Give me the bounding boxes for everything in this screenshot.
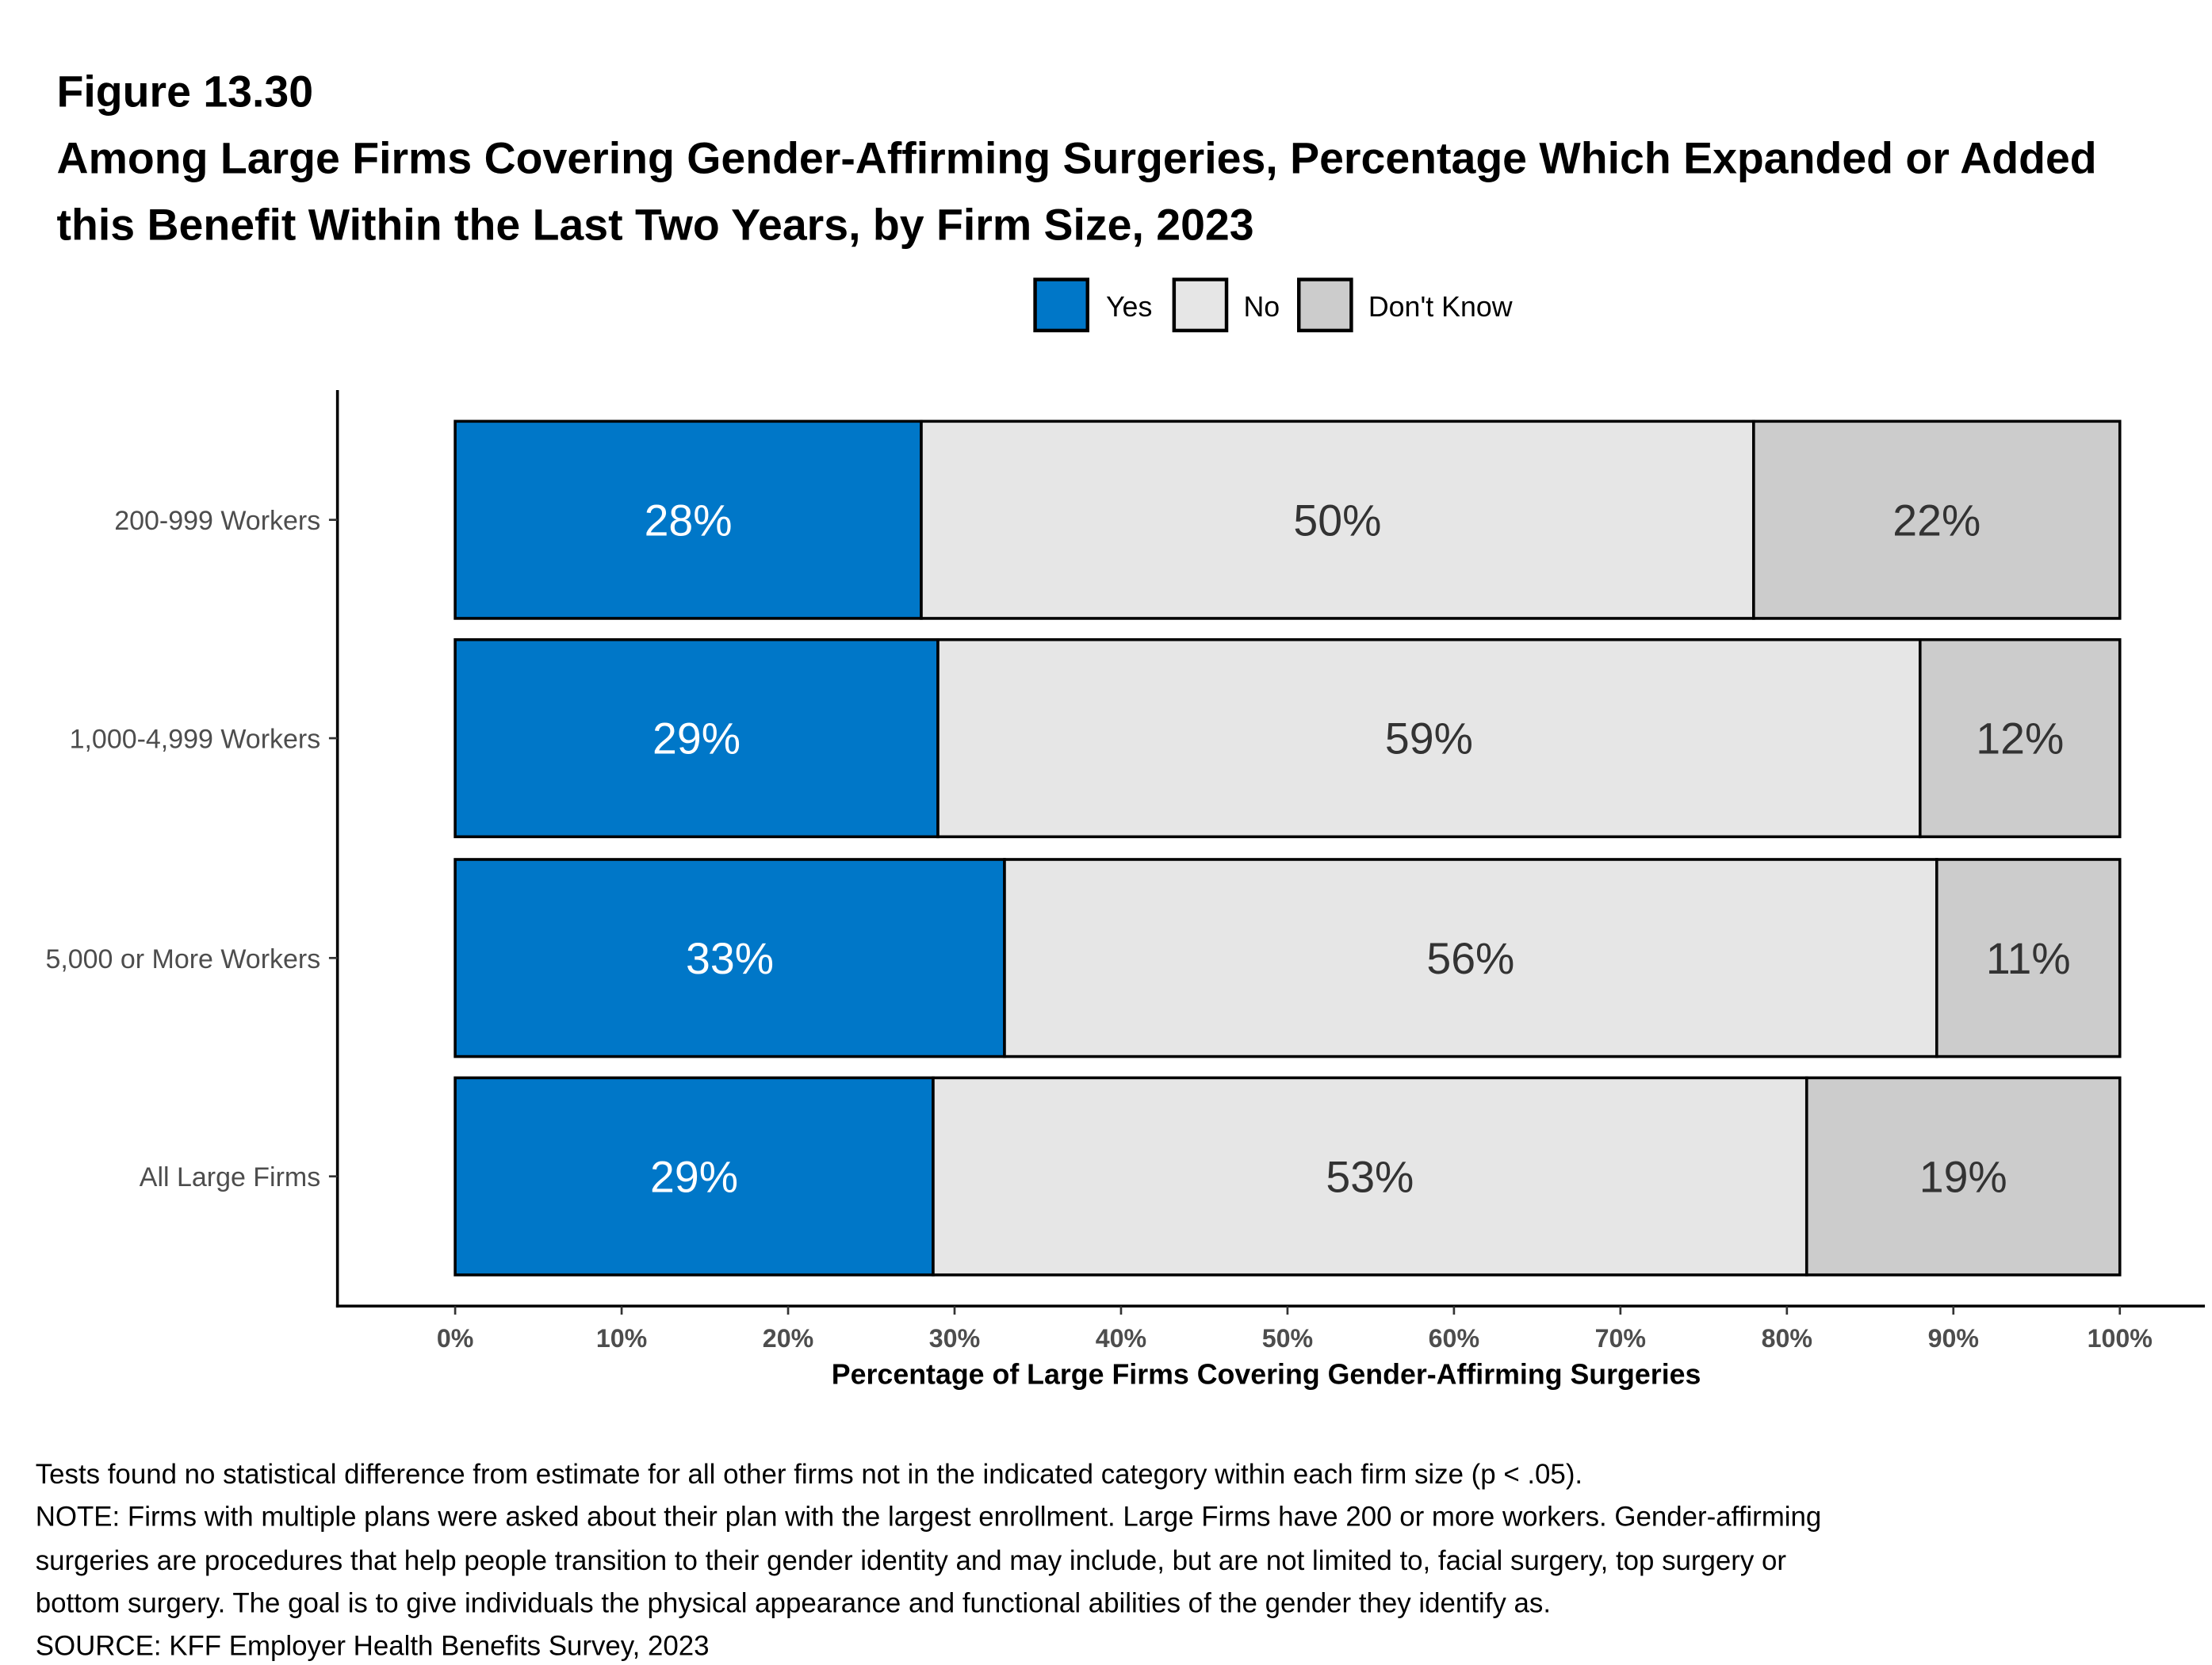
bars: 28% 50% 22% 29% 59% 12% 33% 56% 11% 29% 53% 19% [453, 419, 2122, 1276]
bar-segment-no [932, 1076, 1808, 1276]
x-axis-label: Percentage of Large Firms Covering Gende… [832, 1359, 1701, 1391]
legend-label: Yes [1106, 291, 1152, 323]
data-label: 29% [653, 714, 741, 764]
bar-segment-don-t-know [1935, 858, 2122, 1058]
note-line: Tests found no statistical difference fr… [36, 1459, 1582, 1490]
bar-segment-don-t-know [1919, 637, 2122, 839]
category-label: 1,000-4,999 Workers [70, 725, 321, 755]
legend-label: Don't Know [1368, 291, 1513, 323]
category-label: 5,000 or More Workers [45, 944, 320, 974]
bar-segment-yes [453, 419, 923, 620]
legend-label: No [1243, 291, 1280, 323]
notes: Tests found no statistical difference fr… [36, 1459, 1822, 1661]
note-line: surgeries are procedures that help peopl… [36, 1545, 1787, 1576]
category-label: All Large Firms [140, 1162, 320, 1192]
bar-segment-no [936, 637, 1922, 839]
bar-segment-don-t-know [1804, 1076, 2122, 1276]
x-tick-label: 40% [1096, 1324, 1146, 1353]
x-tick-label: 60% [1429, 1324, 1479, 1353]
x-tick-label: 80% [1762, 1324, 1812, 1353]
legend-swatch [1172, 278, 1229, 333]
x-tick-label: 100% [2088, 1324, 2153, 1353]
data-label: 29% [650, 1152, 738, 1201]
data-label: 28% [645, 496, 733, 545]
data-label: 22% [1892, 496, 1980, 545]
data-label: 53% [1326, 1152, 1414, 1201]
legend-swatch [1296, 278, 1353, 333]
bar-segment-no [920, 419, 1755, 620]
axes: 0% 10% 20% 30% 40% 50% 60% 70% 80% 90% 100% 200-999… [45, 390, 2206, 1353]
bar-segment-yes [453, 637, 940, 839]
x-tick-label: 20% [763, 1324, 813, 1353]
data-label: 56% [1426, 934, 1514, 983]
figure-number: Figure 13.30 [57, 67, 314, 116]
x-tick-label: 90% [1928, 1324, 1979, 1353]
data-label: 59% [1385, 714, 1473, 764]
chart-title-line1: Among Large Firms Covering Gender-Affirm… [57, 133, 2097, 182]
data-label: 12% [1976, 714, 2064, 764]
note-line: bottom surgery. The goal is to give indi… [36, 1588, 1551, 1619]
note-line: NOTE: Firms with multiple plans were ask… [36, 1502, 1822, 1533]
x-tick-label: 10% [596, 1324, 647, 1353]
x-tick-label: 70% [1595, 1324, 1646, 1353]
chart-title-line2: this Benefit Within the Last Two Years, … [57, 200, 1254, 249]
source-line: SOURCE: KFF Employer Health Benefits Sur… [36, 1630, 710, 1661]
x-tick-label: 30% [929, 1324, 980, 1353]
bar-segment-no [1003, 858, 1938, 1058]
bar-segment-yes [453, 1076, 935, 1276]
category-label: 200-999 Workers [114, 506, 320, 536]
data-label: 50% [1293, 496, 1381, 545]
x-tick-label: 50% [1262, 1324, 1313, 1353]
bar-segment-don-t-know [1752, 419, 2122, 620]
bar-segment-yes [453, 858, 1006, 1058]
data-label: 11% [1986, 934, 2071, 983]
legend: Yes No Don't Know [1033, 278, 1513, 333]
x-tick-label: 0% [437, 1324, 474, 1353]
data-label: 33% [686, 934, 774, 983]
legend-swatch [1033, 278, 1089, 333]
data-label: 19% [1919, 1152, 2007, 1201]
